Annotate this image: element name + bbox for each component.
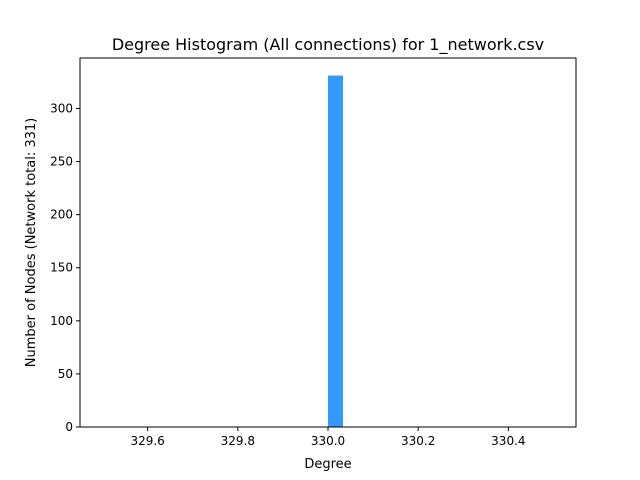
y-axis-label: Number of Nodes (Network total: 331) [24,118,39,367]
histogram-bar [328,75,344,428]
x-tick-label: 329.8 [221,434,255,448]
x-tick-label: 330.2 [401,434,435,448]
y-ticks-group: 0 50 100 150 200 250 300 [50,101,80,434]
x-tick-label: 330.0 [311,434,345,448]
y-tick-label: 200 [50,208,73,222]
y-tick-label: 50 [58,367,73,381]
y-tick-label: 300 [50,101,73,115]
x-ticks-group: 329.6 329.8 330.0 330.2 330.4 [130,427,526,448]
bars-group [328,75,344,428]
chart-title: Degree Histogram (All connections) for 1… [112,35,544,55]
x-tick-label: 330.4 [491,434,525,448]
x-axis-label: Degree [304,457,351,472]
plot-frame [79,57,577,428]
x-tick-label: 329.6 [130,434,164,448]
y-tick-label: 0 [65,420,73,434]
y-tick-label: 150 [50,261,73,275]
y-tick-label: 100 [50,314,73,328]
y-tick-label: 250 [50,155,73,169]
